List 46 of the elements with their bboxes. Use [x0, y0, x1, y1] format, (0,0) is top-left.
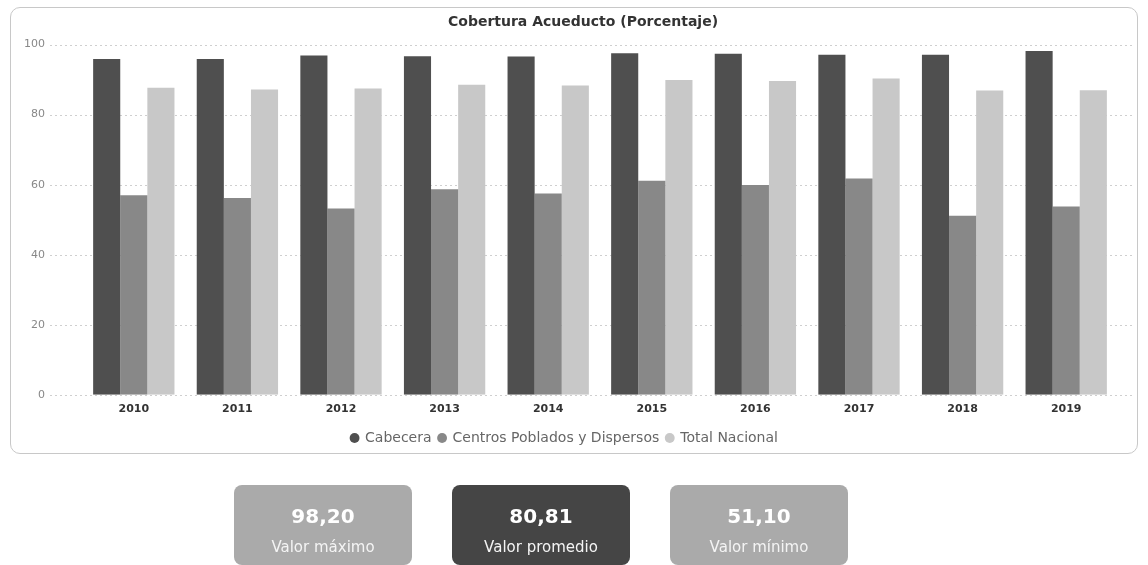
x-tick-label: 2019 — [1050, 402, 1082, 416]
bar — [93, 58, 121, 395]
text: 80,81 — [509, 504, 573, 528]
x-tick-label: 2015 — [636, 402, 668, 416]
y-tick-label: 0 — [38, 387, 45, 401]
bar — [1025, 50, 1053, 395]
x-tick-label: 2017 — [843, 402, 875, 416]
category-label: Valor máximo — [270, 538, 376, 556]
legend-label: Cabecera — [365, 428, 432, 445]
bar — [120, 195, 148, 395]
bar — [403, 56, 432, 395]
x-tick-label: 2018 — [947, 402, 978, 416]
y-tick-label: 100 — [24, 37, 45, 51]
bar — [845, 178, 873, 395]
bar — [431, 189, 459, 395]
legend-label: Centros Poblados y Dispersos — [452, 428, 660, 445]
bar — [921, 54, 950, 395]
bar — [1052, 206, 1080, 395]
category-label: Valor promedio — [483, 538, 599, 556]
bar — [327, 208, 355, 395]
category-label: Valor mínimo — [708, 538, 810, 556]
bar — [223, 197, 251, 395]
bar — [507, 56, 535, 395]
x-tick-label: 2011 — [222, 402, 253, 416]
bar — [534, 193, 562, 395]
text: 98,20 — [291, 504, 355, 528]
x-tick-label: 2013 — [429, 402, 460, 416]
y-tick-label: 40 — [31, 247, 45, 261]
bar — [818, 54, 846, 395]
y-tick-label: 60 — [31, 177, 45, 191]
y-tick-label: 80 — [31, 107, 45, 121]
bar — [300, 55, 328, 395]
text: 51,10 — [727, 504, 791, 528]
legend-label: Total Nacional — [679, 428, 778, 445]
bar — [638, 180, 666, 395]
chart-title: Cobertura Acueducto (Porcentaje) — [447, 12, 719, 29]
y-tick-label: 20 — [31, 317, 45, 331]
x-tick-label: 2010 — [118, 402, 150, 416]
bar — [714, 53, 742, 395]
bar — [196, 58, 224, 395]
bar — [949, 215, 977, 395]
x-tick-label: 2012 — [325, 402, 357, 416]
x-tick-label: 2014 — [532, 402, 564, 416]
x-tick-label: 2016 — [740, 402, 772, 416]
bar — [741, 185, 769, 395]
bar — [611, 53, 639, 395]
